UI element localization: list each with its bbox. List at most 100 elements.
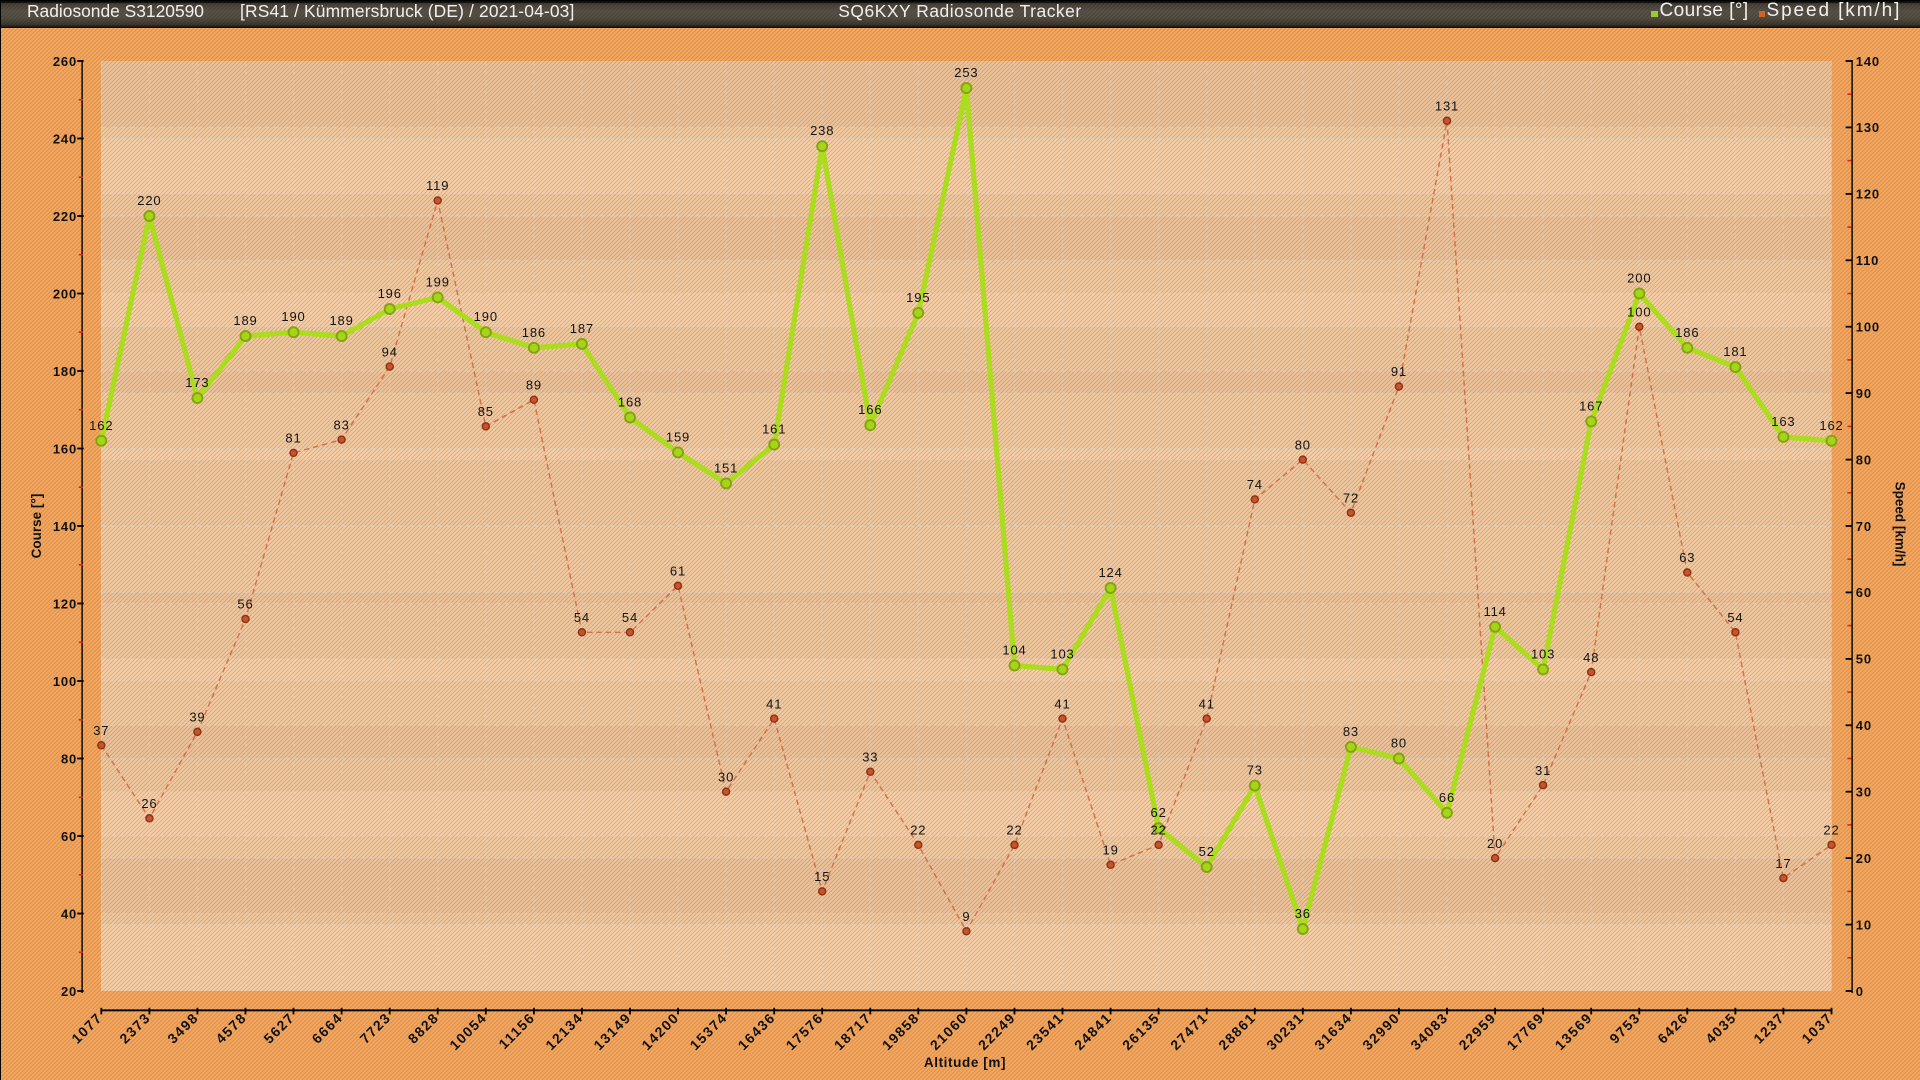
svg-text:22: 22: [910, 823, 926, 838]
svg-text:186: 186: [522, 325, 546, 340]
svg-text:73: 73: [1247, 763, 1263, 778]
svg-text:62: 62: [1151, 805, 1167, 820]
svg-text:30: 30: [1856, 785, 1872, 800]
svg-text:80: 80: [1295, 437, 1311, 452]
svg-text:103: 103: [1531, 646, 1555, 661]
svg-text:41: 41: [766, 696, 782, 711]
svg-text:83: 83: [1343, 724, 1359, 739]
svg-text:26: 26: [141, 796, 157, 811]
svg-text:20: 20: [1487, 836, 1503, 851]
svg-text:120: 120: [53, 596, 77, 611]
svg-text:196: 196: [378, 286, 402, 301]
svg-text:83: 83: [334, 417, 350, 432]
svg-text:30: 30: [718, 769, 734, 784]
svg-text:22: 22: [1823, 823, 1839, 838]
svg-text:190: 190: [474, 309, 498, 324]
svg-text:100: 100: [1856, 320, 1880, 335]
svg-text:33: 33: [862, 750, 878, 765]
svg-text:162: 162: [1819, 418, 1843, 433]
svg-text:61: 61: [670, 564, 686, 579]
svg-text:91: 91: [1391, 364, 1407, 379]
svg-text:Speed [km/h]: Speed [km/h]: [1893, 482, 1908, 567]
svg-text:110: 110: [1856, 253, 1879, 268]
svg-text:167: 167: [1579, 398, 1603, 413]
svg-text:0: 0: [1856, 984, 1864, 999]
svg-text:163: 163: [1771, 414, 1795, 429]
svg-text:41: 41: [1199, 696, 1215, 711]
svg-text:52: 52: [1199, 844, 1215, 859]
svg-text:89: 89: [526, 378, 542, 393]
svg-text:195: 195: [906, 290, 930, 305]
svg-text:20: 20: [1856, 851, 1872, 866]
svg-text:159: 159: [666, 429, 690, 444]
svg-text:70: 70: [1856, 519, 1872, 534]
svg-text:36: 36: [1295, 906, 1311, 921]
svg-text:40: 40: [1856, 718, 1872, 733]
svg-text:72: 72: [1343, 490, 1359, 505]
svg-text:56: 56: [237, 597, 253, 612]
svg-text:124: 124: [1098, 565, 1122, 580]
svg-text:66: 66: [1439, 790, 1455, 805]
svg-text:90: 90: [1856, 386, 1872, 401]
svg-text:31: 31: [1535, 763, 1551, 778]
svg-text:220: 220: [53, 209, 77, 224]
svg-text:114: 114: [1483, 604, 1506, 619]
svg-text:151: 151: [714, 460, 738, 475]
svg-text:238: 238: [810, 123, 834, 138]
svg-text:80: 80: [1856, 452, 1872, 467]
svg-text:10: 10: [1856, 917, 1872, 932]
svg-text:131: 131: [1435, 99, 1459, 114]
svg-text:22: 22: [1006, 823, 1022, 838]
svg-text:189: 189: [233, 313, 257, 328]
svg-text:186: 186: [1675, 325, 1699, 340]
svg-text:200: 200: [53, 286, 77, 301]
svg-text:161: 161: [762, 422, 786, 437]
svg-text:80: 80: [1391, 736, 1407, 751]
svg-text:166: 166: [858, 402, 882, 417]
svg-text:40: 40: [61, 906, 77, 921]
svg-text:54: 54: [1727, 610, 1743, 625]
svg-text:220: 220: [137, 193, 161, 208]
svg-text:130: 130: [1856, 120, 1880, 135]
svg-text:41: 41: [1054, 696, 1070, 711]
svg-text:19: 19: [1103, 843, 1119, 858]
svg-text:60: 60: [1856, 585, 1872, 600]
svg-text:94: 94: [382, 344, 398, 359]
svg-text:100: 100: [1627, 304, 1651, 319]
svg-text:180: 180: [53, 364, 77, 379]
svg-text:63: 63: [1679, 550, 1695, 565]
svg-text:199: 199: [426, 274, 450, 289]
svg-text:190: 190: [281, 309, 305, 324]
svg-text:173: 173: [185, 375, 209, 390]
svg-text:85: 85: [478, 404, 494, 419]
svg-text:160: 160: [53, 441, 77, 456]
svg-text:20: 20: [61, 984, 77, 999]
svg-text:80: 80: [61, 751, 77, 766]
svg-text:60: 60: [61, 829, 77, 844]
svg-text:104: 104: [1002, 643, 1026, 658]
svg-text:119: 119: [426, 178, 449, 193]
svg-text:22: 22: [1151, 823, 1167, 838]
svg-text:48: 48: [1583, 650, 1599, 665]
svg-text:50: 50: [1856, 652, 1872, 667]
svg-text:Altitude [m]: Altitude [m]: [924, 1055, 1006, 1070]
svg-text:17: 17: [1775, 856, 1791, 871]
svg-text:81: 81: [285, 431, 301, 446]
svg-text:189: 189: [329, 313, 353, 328]
svg-text:181: 181: [1723, 344, 1747, 359]
svg-text:140: 140: [1856, 54, 1880, 69]
svg-text:140: 140: [53, 519, 77, 534]
svg-text:37: 37: [93, 723, 109, 738]
svg-text:74: 74: [1247, 477, 1263, 492]
svg-text:253: 253: [954, 65, 978, 80]
svg-text:9: 9: [962, 909, 970, 924]
svg-text:168: 168: [618, 395, 642, 410]
svg-text:240: 240: [53, 131, 77, 146]
svg-text:15: 15: [814, 869, 830, 884]
svg-text:162: 162: [89, 418, 113, 433]
svg-text:Course [°]: Course [°]: [29, 494, 44, 559]
svg-text:260: 260: [53, 54, 77, 69]
svg-text:103: 103: [1050, 646, 1074, 661]
svg-text:54: 54: [622, 610, 638, 625]
svg-text:120: 120: [1856, 187, 1880, 202]
